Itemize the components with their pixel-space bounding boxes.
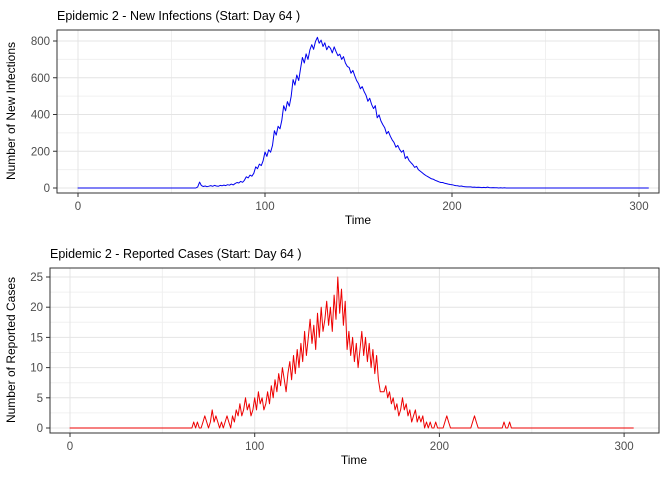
- reported-cases-y-tick-label: 5: [37, 393, 43, 405]
- new-infections-grid-major: [57, 30, 659, 193]
- reported-cases-panel: 0 100 200 300 0 5 10 15 20 25: [30, 267, 660, 453]
- reported-cases-x-tick-label: 100: [245, 441, 264, 453]
- reported-cases-x-tick-label: 200: [430, 441, 449, 453]
- reported-cases-y-tick-label: 10: [30, 363, 43, 375]
- reported-cases-y-tick-label: 0: [37, 423, 43, 435]
- reported-cases-y-tick-label: 25: [30, 272, 43, 284]
- new-infections-y-tick-label: 0: [44, 183, 50, 195]
- chart1-title: Epidemic 2 - New Infections (Start: Day …: [57, 9, 301, 23]
- new-infections-y-tick-label: 200: [31, 146, 50, 158]
- reported-cases-y-tick-label: 15: [30, 332, 43, 344]
- reported-cases-panel-border: [49, 267, 660, 434]
- reported-cases-line: [69, 276, 634, 429]
- chart2-y-axis-title: Number of Reported Cases: [4, 276, 18, 424]
- new-infections-panel-border: [56, 29, 660, 194]
- new-infections-y-tick-label: 600: [31, 73, 50, 85]
- new-infections-x-tick-label: 100: [255, 201, 274, 213]
- new-infections-axis-ticks: 0 100 200 300 0 200 400 600 800: [31, 36, 649, 213]
- chart1-y-axis-title: Number of New Infections: [4, 41, 18, 181]
- chart2-x-axis-title: Time: [340, 453, 368, 467]
- reported-cases-grid-minor: [50, 268, 659, 433]
- new-infections-grid-minor: [57, 30, 659, 193]
- new-infections-line: [77, 36, 649, 189]
- new-infections-panel: 0 100 200 300 0 200 400 600 800: [31, 29, 660, 213]
- new-infections-y-tick-label: 400: [31, 110, 50, 122]
- new-infections-x-tick-label: 300: [629, 201, 648, 213]
- new-infections-x-tick-label: 200: [442, 201, 461, 213]
- reported-cases-y-tick-label: 20: [30, 302, 43, 314]
- reported-cases-grid-major: [50, 268, 659, 433]
- reported-cases-axis-ticks: 0 100 200 300 0 5 10 15 20 25: [30, 272, 633, 453]
- new-infections-x-tick-label: 0: [75, 201, 81, 213]
- chart2-title: Epidemic 2 - Reported Cases (Start: Day …: [50, 247, 302, 261]
- reported-cases-x-tick-label: 0: [67, 441, 73, 453]
- chart1-x-axis-title: Time: [344, 213, 372, 227]
- reported-cases-x-tick-label: 300: [615, 441, 634, 453]
- new-infections-y-tick-label: 800: [31, 36, 50, 48]
